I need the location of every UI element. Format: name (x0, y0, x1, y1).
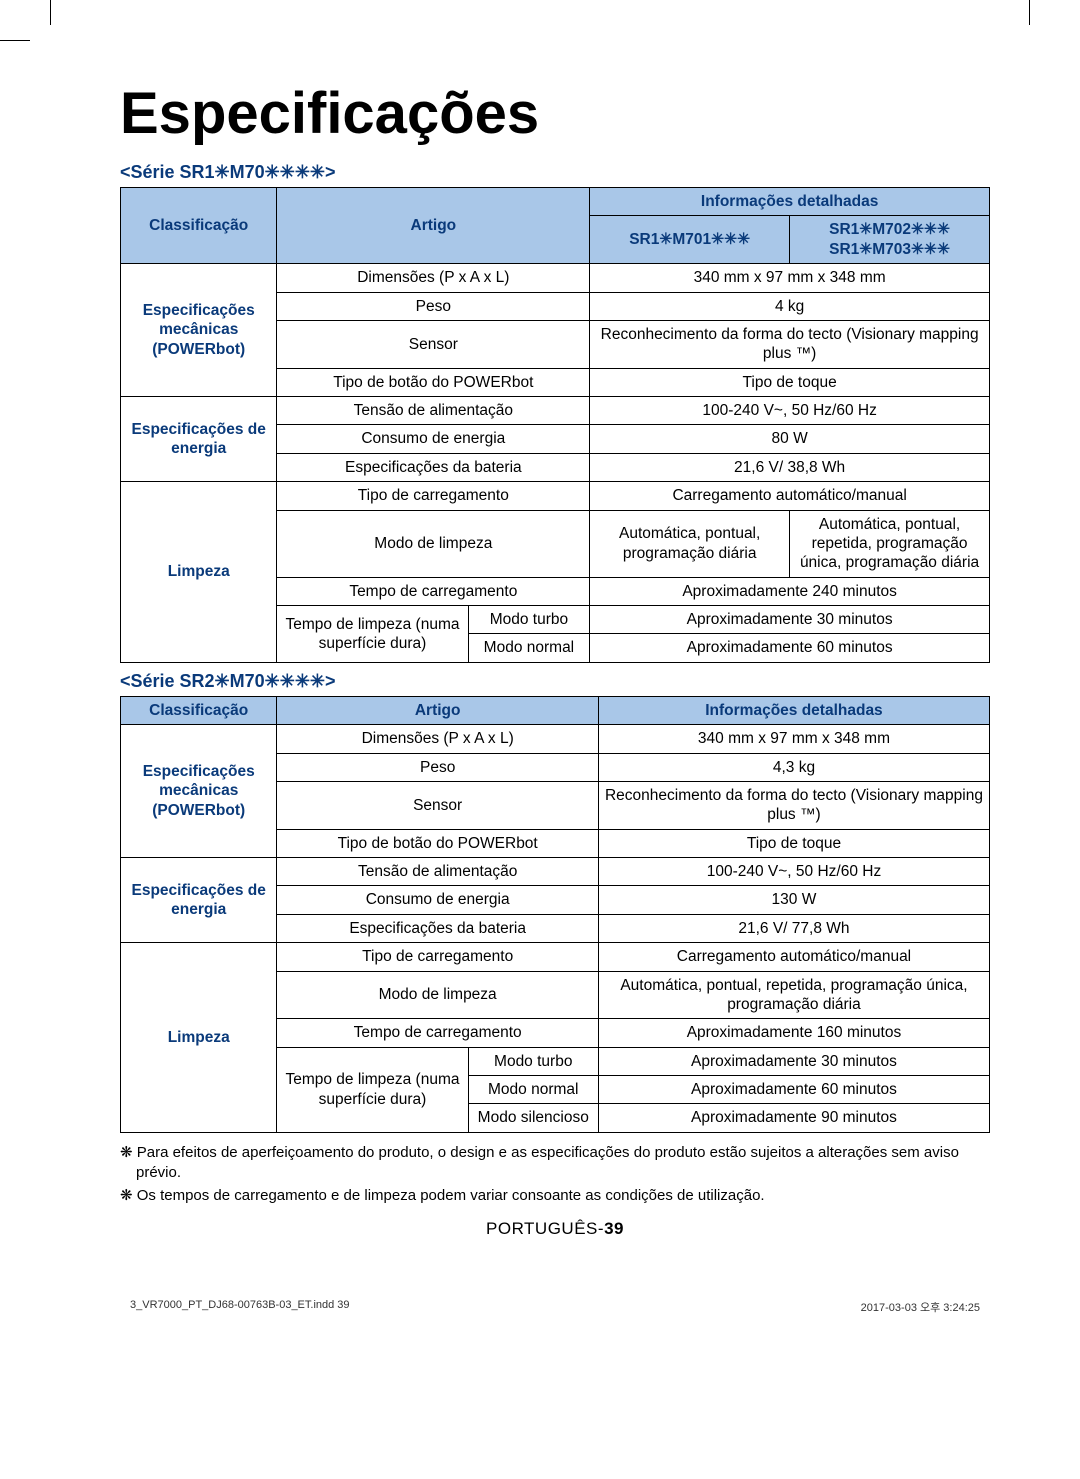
cell: Reconhecimento da forma do tecto (Vision… (598, 781, 989, 829)
cell: Aproximadamente 240 minutos (590, 577, 990, 605)
cell: 4 kg (590, 292, 990, 320)
cell: Automática, pontual, repetida, programaç… (598, 971, 989, 1019)
notes: ❋ Para efeitos de aperfeiçoamento do pro… (120, 1143, 990, 1207)
cell: Aproximadamente 160 minutos (598, 1019, 989, 1047)
cell: Automática, pontual, programação diária (590, 510, 790, 577)
spec-table-2: Classificação Artigo Informações detalha… (120, 696, 990, 1133)
cell: Modo normal (468, 1076, 598, 1104)
cell: Dimensões (P x A x L) (277, 264, 590, 292)
page-footer: PORTUGUÊS-39 (120, 1219, 990, 1239)
cell: Tensão de alimentação (277, 858, 599, 886)
cell: Modo turbo (468, 1047, 598, 1075)
th-model2: SR1✳M702✳✳✳SR1✳M703✳✳✳ (790, 216, 990, 264)
power-head: Especificações de energia (121, 397, 277, 482)
cell: Sensor (277, 320, 590, 368)
cell: Dimensões (P x A x L) (277, 725, 599, 753)
cell: Modo silencioso (468, 1104, 598, 1132)
th-detail: Informações detalhadas (590, 188, 990, 216)
cell: Tipo de toque (590, 368, 990, 396)
cell: 100-240 V~, 50 Hz/60 Hz (598, 858, 989, 886)
print-footer: 3_VR7000_PT_DJ68-00763B-03_ET.indd 39 20… (120, 1299, 990, 1315)
series2-header: <Série SR2✳M70✳✳✳✳> (120, 671, 990, 692)
th-class: Classificação (121, 188, 277, 264)
cell: Carregamento automático/manual (598, 943, 989, 971)
cell: 130 W (598, 886, 989, 914)
clean-head: Limpeza (121, 943, 277, 1133)
note-1: ❋ Para efeitos de aperfeiçoamento do pro… (120, 1143, 990, 1184)
cell: 340 mm x 97 mm x 348 mm (598, 725, 989, 753)
cell: 80 W (590, 425, 990, 453)
cell: 340 mm x 97 mm x 348 mm (590, 264, 990, 292)
cell: Tipo de botão do POWERbot (277, 829, 599, 857)
mech-head: Especificações mecânicas (POWERbot) (121, 725, 277, 858)
cell: Aproximadamente 60 minutos (598, 1076, 989, 1104)
cell: Especificações da bateria (277, 453, 590, 481)
cell: Modo turbo (468, 606, 590, 634)
cell: Consumo de energia (277, 886, 599, 914)
cell: 21,6 V/ 38,8 Wh (590, 453, 990, 481)
cell: Modo normal (468, 634, 590, 662)
cell: Aproximadamente 30 minutos (598, 1047, 989, 1075)
th-item: Artigo (277, 696, 599, 724)
cell: Carregamento automático/manual (590, 482, 990, 510)
power-head: Especificações de energia (121, 858, 277, 943)
note-2: ❋ Os tempos de carregamento e de limpeza… (120, 1186, 990, 1206)
page-title: Especificações (120, 80, 990, 147)
cell: Aproximadamente 30 minutos (590, 606, 990, 634)
mech-head: Especificações mecânicas (POWERbot) (121, 264, 277, 397)
th-item: Artigo (277, 188, 590, 264)
cell: Modo de limpeza (277, 510, 590, 577)
cell: Especificações da bateria (277, 914, 599, 942)
cell: Consumo de energia (277, 425, 590, 453)
cell: Tipo de toque (598, 829, 989, 857)
cell: Aproximadamente 90 minutos (598, 1104, 989, 1132)
cell: Sensor (277, 781, 599, 829)
cell: Peso (277, 753, 599, 781)
cell: Tipo de carregamento (277, 482, 590, 510)
cell: Reconhecimento da forma do tecto (Vision… (590, 320, 990, 368)
cell: Automática, pontual, repetida, programaç… (790, 510, 990, 577)
cell: Modo de limpeza (277, 971, 599, 1019)
cell: Tempo de carregamento (277, 1019, 599, 1047)
cell: 4,3 kg (598, 753, 989, 781)
cell: Aproximadamente 60 minutos (590, 634, 990, 662)
cell: Peso (277, 292, 590, 320)
cell: 21,6 V/ 77,8 Wh (598, 914, 989, 942)
th-model1: SR1✳M701✳✳✳ (590, 216, 790, 264)
cell: Tensão de alimentação (277, 397, 590, 425)
cell: Tipo de botão do POWERbot (277, 368, 590, 396)
cell: 100-240 V~, 50 Hz/60 Hz (590, 397, 990, 425)
series1-header: <Série SR1✳M70✳✳✳✳> (120, 162, 990, 183)
cell: Tempo de limpeza (numa superfície dura) (277, 1047, 468, 1132)
clean-head: Limpeza (121, 482, 277, 663)
cell: Tempo de carregamento (277, 577, 590, 605)
spec-table-1: Classificação Artigo Informações detalha… (120, 187, 990, 663)
cell: Tipo de carregamento (277, 943, 599, 971)
th-class: Classificação (121, 696, 277, 724)
th-detail: Informações detalhadas (598, 696, 989, 724)
cell: Tempo de limpeza (numa superfície dura) (277, 606, 468, 663)
